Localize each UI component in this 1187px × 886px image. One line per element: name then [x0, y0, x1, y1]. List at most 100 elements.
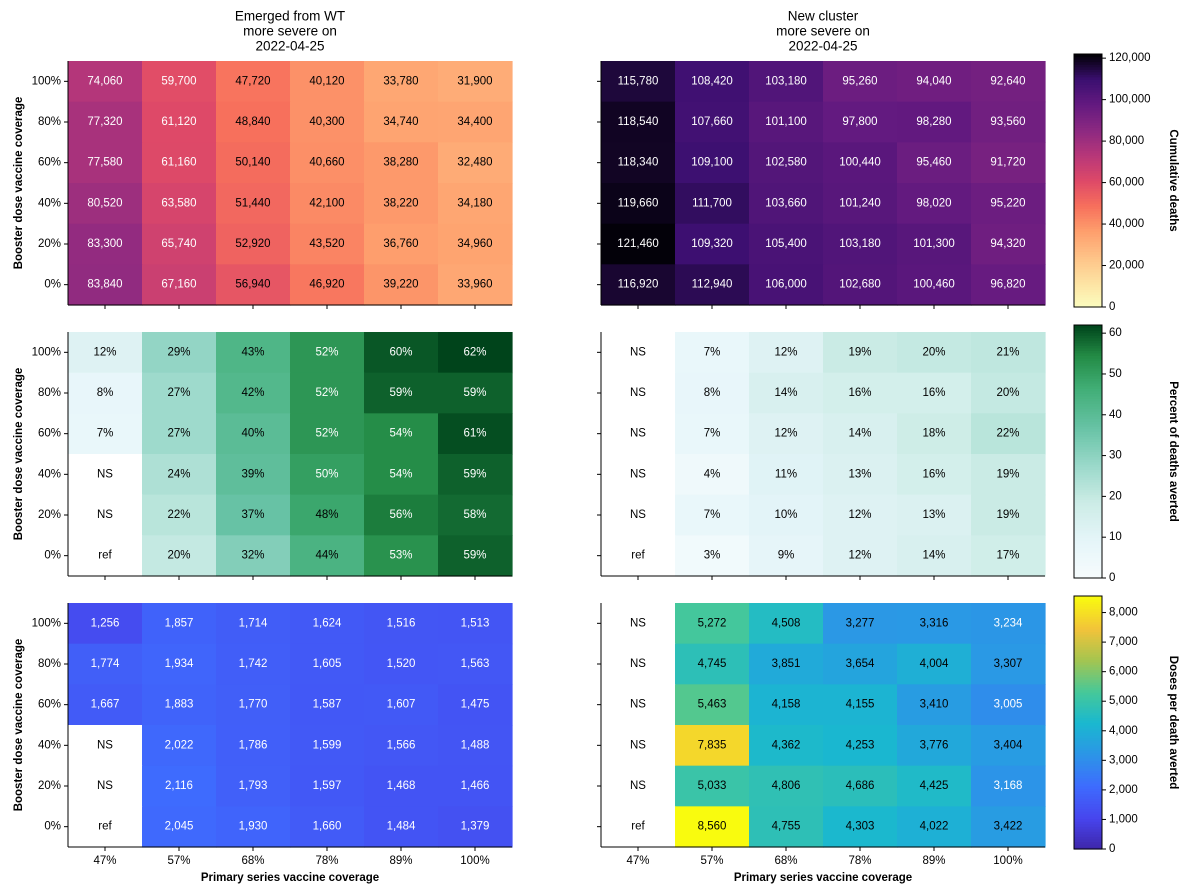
colorbar-segment: [1074, 704, 1102, 708]
colorbar-segment: [1074, 188, 1102, 192]
heatmap-cell: [601, 765, 676, 807]
cell-label: 1,468: [387, 780, 416, 792]
colorbar-segment: [1074, 846, 1102, 850]
colorbar-tick-label: 8,000: [1109, 607, 1138, 619]
cell-label: 1,660: [313, 821, 342, 833]
heatmap-cell: [823, 183, 898, 225]
colorbar-segment: [1074, 411, 1102, 415]
colorbar-segment: [1074, 261, 1102, 265]
cell-label: 60%: [389, 346, 412, 358]
cell-label: 61,160: [161, 157, 196, 169]
colorbar-segment: [1074, 611, 1102, 615]
colorbar-frame: [1073, 53, 1103, 308]
y-tick-label: 80%: [38, 658, 61, 670]
colorbar-segment: [1074, 233, 1102, 237]
colorbar-segment: [1074, 476, 1102, 480]
colorbar-segment: [1074, 279, 1102, 283]
colorbar-segment: [1074, 560, 1102, 564]
cell-label: 103,660: [765, 197, 807, 209]
colorbar-segment: [1074, 456, 1102, 460]
heatmap-panel-r1-c1: NS 7% 12% 19% 20% 21% NS 8% 14% 16% 16% 20% NS 7% 12% 1…: [597, 332, 1046, 580]
cell-label: 1,587: [313, 699, 342, 711]
heatmap-cell: [675, 223, 750, 265]
colorbar-segment: [1074, 674, 1102, 678]
cell-label: 1,605: [313, 658, 342, 670]
colorbar-segment: [1074, 618, 1102, 622]
heatmap-cell: [675, 372, 750, 414]
colorbar-segment: [1074, 709, 1102, 713]
colorbar-label: Cumulative deaths: [1167, 129, 1179, 231]
colorbar-segment: [1074, 408, 1102, 412]
cell-label: 96,820: [990, 279, 1025, 291]
heatmap-cell: [68, 183, 143, 225]
cell-label: 77,580: [87, 157, 122, 169]
x-tick-label: 89%: [922, 855, 945, 867]
colorbar-segment: [1074, 446, 1102, 450]
colorbar-segment: [1074, 362, 1102, 367]
heatmap-cell: [675, 535, 750, 577]
heatmap-cell: [364, 765, 439, 807]
colorbar-tick-label: 5,000: [1109, 695, 1138, 707]
heatmap-cell: [216, 643, 291, 685]
colorbar-segment: [1074, 373, 1102, 377]
heatmap-cell: [68, 372, 143, 414]
colorbar-segment: [1074, 732, 1102, 736]
colorbar-segment: [1074, 220, 1102, 225]
cell-label: 61,120: [161, 116, 196, 128]
colorbar-segment: [1074, 66, 1102, 70]
heatmap-cell: [675, 264, 750, 306]
cell-label: 4,806: [772, 780, 801, 792]
heatmap-cell: [216, 61, 291, 103]
colorbar-segment: [1074, 167, 1102, 171]
colorbar-segment: [1074, 172, 1102, 177]
colorbar-segment: [1074, 403, 1102, 407]
colorbar-segment: [1074, 140, 1102, 144]
cell-label: 100,440: [839, 157, 881, 169]
heatmap-cell: [68, 603, 143, 645]
cell-label: 50%: [315, 468, 338, 480]
cell-label: 59%: [463, 550, 486, 562]
cell-label: NS: [630, 428, 646, 440]
cell-label: 21%: [996, 346, 1019, 358]
colorbar-segment: [1074, 509, 1102, 513]
cell-label: 8%: [97, 387, 114, 399]
colorbar-tick-label: 60: [1109, 327, 1122, 339]
colorbar-segment: [1074, 335, 1102, 339]
heatmap-cell: [971, 725, 1046, 767]
cell-label: 16%: [848, 387, 871, 399]
cell-label: 12%: [774, 346, 797, 358]
colorbar-segment: [1074, 504, 1102, 508]
colorbar-segment: [1074, 86, 1102, 91]
heatmap-cell: [364, 643, 439, 685]
colorbar-segment: [1074, 570, 1102, 574]
cell-label: 40,300: [309, 116, 344, 128]
cell-label: NS: [97, 739, 113, 751]
heatmap-cell: [142, 332, 217, 374]
heatmap-cell: [142, 223, 217, 265]
heatmap-cell: [971, 684, 1046, 726]
heatmap-cell: [364, 603, 439, 645]
heatmap-cell: [290, 684, 365, 726]
colorbar-segment: [1074, 193, 1102, 197]
cell-label: 101,240: [839, 197, 881, 209]
heatmap-cell: [142, 643, 217, 685]
x-tick-label: 68%: [241, 855, 264, 867]
colorbar-tick-label: 20,000: [1109, 260, 1144, 272]
cell-label: 4,303: [846, 821, 875, 833]
colorbar-segment: [1074, 64, 1102, 68]
colorbar-segment: [1074, 59, 1102, 63]
colorbar-segment: [1074, 355, 1102, 359]
colorbar-segment: [1074, 656, 1102, 660]
heatmap-cell: [897, 183, 972, 225]
colorbar-segment: [1074, 843, 1102, 848]
heatmap-cell: [216, 603, 291, 645]
y-tick-label: 80%: [38, 116, 61, 128]
cell-label: 52%: [315, 346, 338, 358]
y-tick-label: 60%: [38, 428, 61, 440]
cell-label: 93,560: [990, 116, 1025, 128]
cell-label: 106,000: [765, 279, 807, 291]
colorbar-segment: [1074, 289, 1102, 293]
cell-label: 118,340: [618, 157, 659, 169]
cell-label: 4,508: [772, 617, 801, 629]
heatmap-cell: [364, 494, 439, 536]
